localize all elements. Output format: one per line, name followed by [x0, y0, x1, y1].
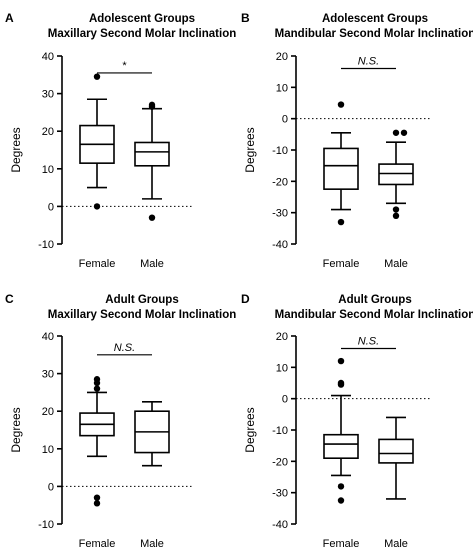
iqr-box	[323, 433, 359, 460]
outlier-point	[337, 483, 345, 490]
outlier-point	[93, 73, 101, 80]
y-tick-label: 10	[276, 362, 288, 374]
outlier-point	[337, 497, 345, 504]
box-female	[79, 376, 115, 507]
panel-letter: A	[5, 11, 14, 25]
y-tick-label: 30	[42, 89, 54, 101]
chart-title: Adult Groups	[338, 294, 411, 306]
y-tick-label: 40	[42, 51, 54, 63]
y-tick-label: -40	[272, 519, 288, 531]
box-male	[134, 101, 170, 221]
outlier-point	[148, 214, 156, 221]
significance-label: *	[122, 60, 127, 72]
y-tick-label: -10	[38, 239, 54, 251]
outlier-point	[392, 212, 400, 219]
panel-letter: B	[241, 11, 250, 25]
chart-subtitle: Mandibular Second Molar Inclination	[275, 28, 473, 40]
y-axis-label: Degrees	[243, 407, 257, 452]
significance-label: N.S.	[358, 56, 379, 68]
y-tick-label: 20	[42, 126, 54, 138]
chart-subtitle: Maxillary Second Molar Inclination	[48, 309, 237, 321]
box-male	[378, 129, 414, 219]
outlier-point	[93, 494, 101, 501]
outlier-point	[337, 357, 345, 365]
chart-subtitle: Maxillary Second Molar Inclination	[48, 28, 237, 40]
chart-subtitle: Mandibular Second Molar Inclination	[275, 309, 473, 321]
x-category-label: Female	[79, 258, 116, 270]
panel-letter: C	[5, 292, 14, 306]
y-axis-label: Degrees	[9, 407, 23, 452]
y-tick-label: 10	[42, 164, 54, 176]
y-tick-label: -10	[272, 145, 288, 157]
panel-d: D Adult Groups Mandibular Second Molar Inc…	[241, 292, 473, 550]
y-axis-label: Degrees	[243, 127, 257, 172]
outlier-point	[93, 203, 101, 210]
iqr-box	[134, 141, 170, 167]
y-tick-label: 0	[282, 394, 288, 406]
outlier-point	[337, 101, 345, 108]
y-tick-label: 0	[48, 481, 54, 493]
outlier-point	[93, 376, 101, 383]
outlier-point	[93, 385, 101, 392]
y-tick-label: 20	[276, 51, 288, 63]
chart-title: Adult Groups	[105, 294, 178, 306]
y-tick-label: -20	[272, 176, 288, 188]
panel-a: A Adolescent Groups Maxillary Second Molar…	[5, 11, 236, 270]
y-tick-label: -30	[272, 488, 288, 500]
outlier-point	[392, 206, 400, 213]
y-tick-label: -40	[272, 239, 288, 251]
y-tick-label: -30	[272, 208, 288, 220]
chart-title: Adolescent Groups	[89, 13, 195, 25]
x-category-label: Male	[384, 258, 408, 270]
x-category-label: Male	[140, 258, 164, 270]
chart-title: Adolescent Groups	[322, 13, 428, 25]
iqr-box	[323, 147, 359, 190]
panel-b: B Adolescent Groups Mandibular Second Mola…	[241, 11, 473, 270]
box-male	[134, 400, 170, 467]
iqr-box	[378, 438, 414, 464]
box-female	[79, 73, 115, 210]
box-male	[378, 416, 414, 500]
y-axis-label: Degrees	[9, 127, 23, 172]
x-category-label: Female	[323, 538, 360, 550]
y-tick-label: 10	[276, 82, 288, 94]
outlier-point	[337, 218, 345, 226]
y-tick-label: -10	[38, 519, 54, 531]
x-category-label: Male	[140, 538, 164, 550]
y-tick-label: 30	[42, 369, 54, 381]
outlier-point	[148, 101, 156, 109]
y-tick-label: -20	[272, 456, 288, 468]
outlier-point	[337, 379, 345, 387]
y-tick-label: 20	[276, 331, 288, 343]
y-tick-label: 40	[42, 331, 54, 343]
y-tick-label: 10	[42, 444, 54, 456]
y-tick-label: 0	[282, 114, 288, 126]
x-category-label: Female	[323, 258, 360, 270]
panel-letter: D	[241, 292, 250, 306]
panel-c: C Adult Groups Maxillary Second Molar Incl…	[5, 292, 236, 550]
box-female	[323, 357, 359, 504]
outlier-point	[392, 129, 400, 136]
outlier-point	[400, 129, 408, 136]
y-tick-label: -10	[272, 425, 288, 437]
x-category-label: Male	[384, 538, 408, 550]
box-female	[323, 101, 359, 226]
significance-label: N.S.	[114, 342, 135, 354]
significance-label: N.S.	[358, 336, 379, 348]
y-tick-label: 0	[48, 201, 54, 213]
outlier-point	[93, 500, 101, 507]
y-tick-label: 20	[42, 406, 54, 418]
x-category-label: Female	[79, 538, 116, 550]
